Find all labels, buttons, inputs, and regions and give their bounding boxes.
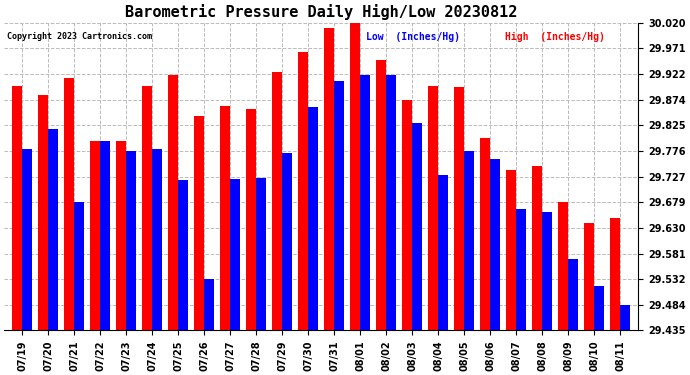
Text: Low  (Inches/Hg): Low (Inches/Hg) xyxy=(366,32,460,42)
Bar xyxy=(533,166,542,330)
Bar xyxy=(438,175,449,330)
Text: Copyright 2023 Cartronics.com: Copyright 2023 Cartronics.com xyxy=(8,32,152,41)
Bar xyxy=(117,141,126,330)
Bar xyxy=(39,95,48,330)
Bar xyxy=(308,107,318,330)
Bar xyxy=(142,86,152,330)
Bar xyxy=(230,179,240,330)
Bar xyxy=(324,28,335,330)
Bar xyxy=(611,218,620,330)
Bar xyxy=(480,138,491,330)
Bar xyxy=(335,81,344,330)
Bar xyxy=(377,60,386,330)
Bar xyxy=(12,86,22,330)
Bar xyxy=(584,222,594,330)
Bar xyxy=(178,180,188,330)
Bar xyxy=(542,212,552,330)
Bar xyxy=(360,75,371,330)
Bar xyxy=(558,202,569,330)
Bar xyxy=(90,141,100,330)
Bar xyxy=(126,150,136,330)
Bar xyxy=(75,202,84,330)
Bar xyxy=(22,149,32,330)
Bar xyxy=(256,178,266,330)
Bar xyxy=(48,129,58,330)
Bar xyxy=(516,209,526,330)
Bar xyxy=(246,109,256,330)
Bar xyxy=(455,87,464,330)
Bar xyxy=(299,52,308,330)
Bar xyxy=(569,260,578,330)
Bar xyxy=(273,72,282,330)
Bar xyxy=(402,99,413,330)
Bar xyxy=(506,170,516,330)
Bar xyxy=(152,149,162,330)
Bar xyxy=(195,116,204,330)
Bar xyxy=(413,123,422,330)
Bar xyxy=(620,304,630,330)
Bar xyxy=(64,78,75,330)
Bar xyxy=(491,159,500,330)
Bar xyxy=(168,75,178,330)
Bar xyxy=(428,86,438,330)
Bar xyxy=(386,75,396,330)
Bar xyxy=(351,23,360,330)
Bar xyxy=(100,141,110,330)
Bar xyxy=(594,286,604,330)
Bar xyxy=(221,106,230,330)
Text: High  (Inches/Hg): High (Inches/Hg) xyxy=(505,32,605,42)
Bar xyxy=(204,279,214,330)
Bar xyxy=(464,151,474,330)
Title: Barometric Pressure Daily High/Low 20230812: Barometric Pressure Daily High/Low 20230… xyxy=(125,4,518,20)
Bar xyxy=(282,153,292,330)
